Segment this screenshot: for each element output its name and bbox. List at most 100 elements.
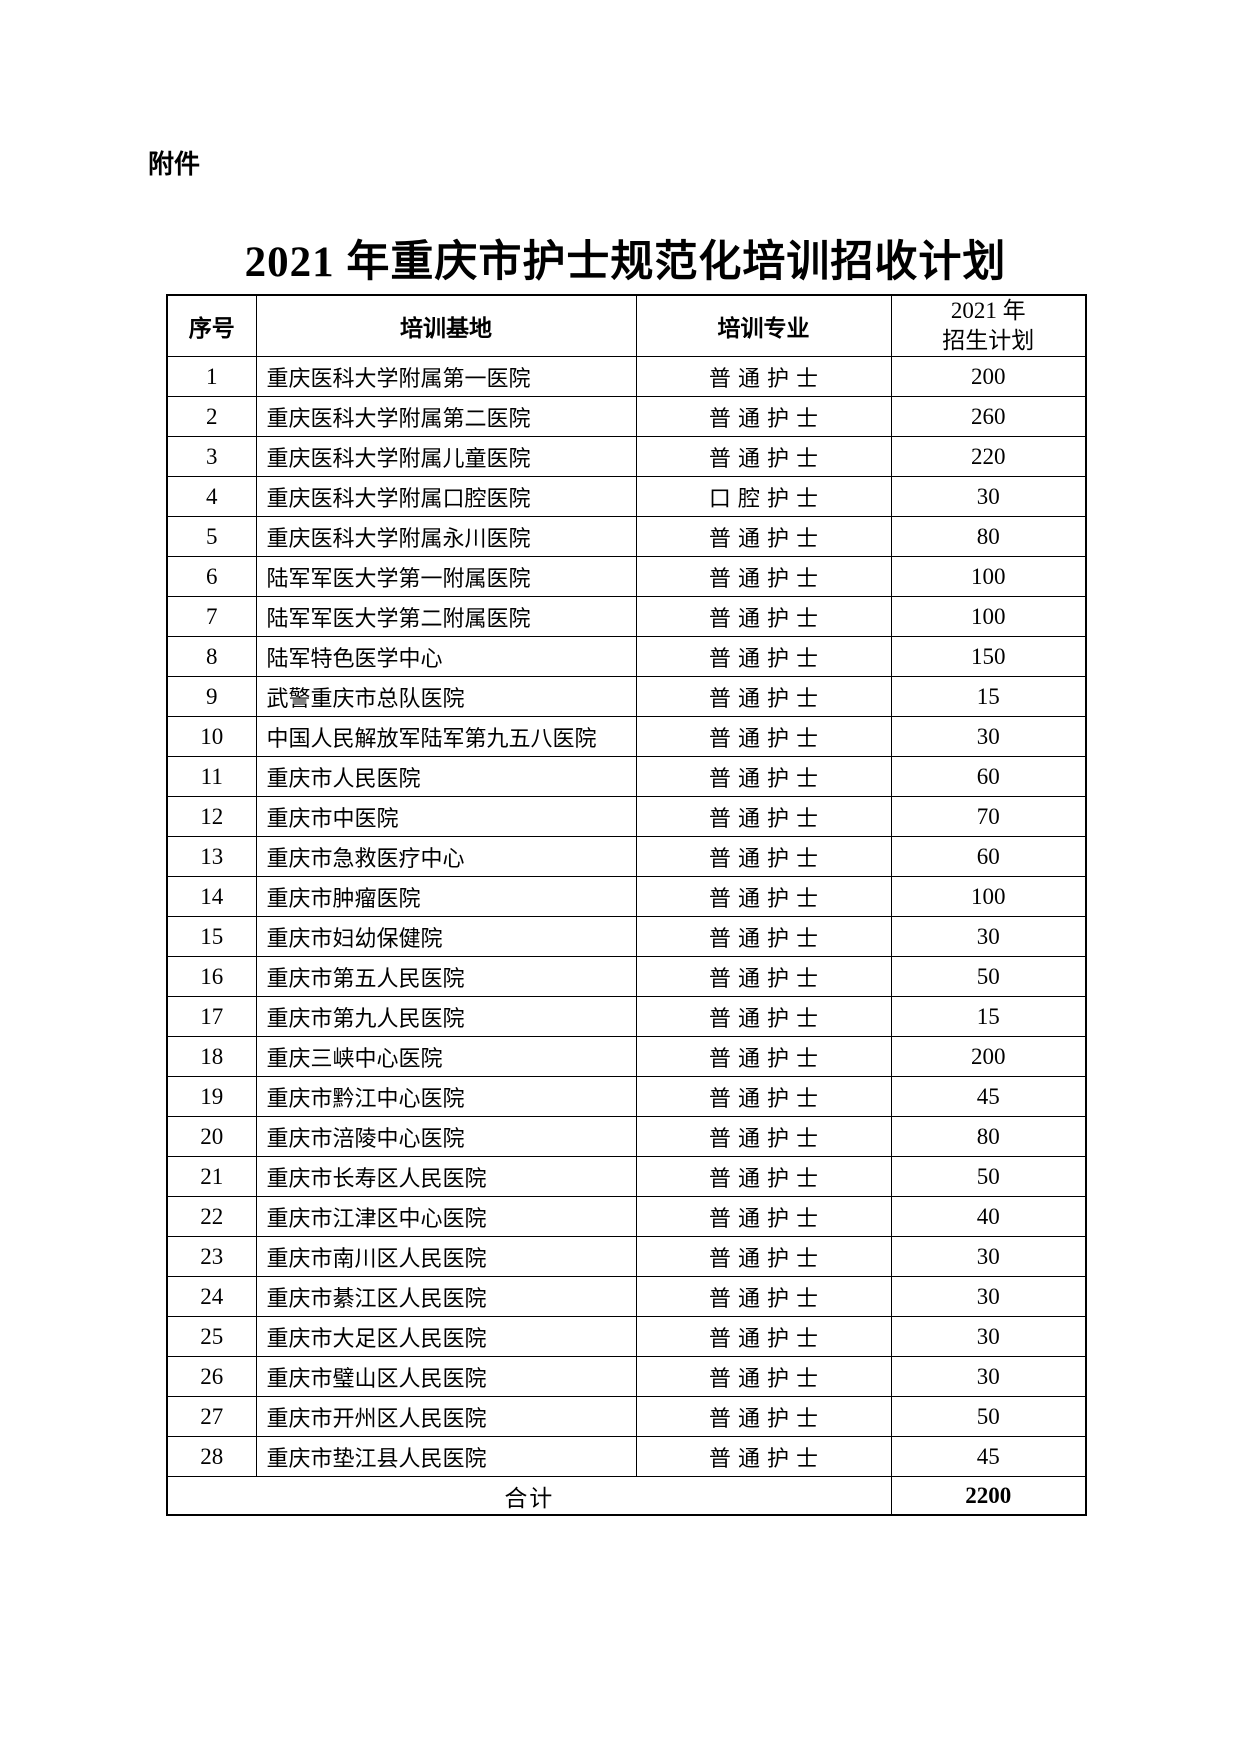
table-row: 8 陆军特色医学中心 普通护士 150 xyxy=(166,636,1087,678)
table-row: 26 重庆市璧山区人民医院 普通护士 30 xyxy=(166,1356,1087,1398)
table-row: 10 中国人民解放军陆军第九五八医院 普通护士 30 xyxy=(166,716,1087,758)
training-base-cell: 重庆市妇幼保健院 xyxy=(255,916,637,958)
table-row: 3 重庆医科大学附属儿童医院 普通护士 220 xyxy=(166,436,1087,478)
enrollment-plan-cell: 200 xyxy=(890,356,1087,398)
serial-number-cell: 21 xyxy=(166,1156,257,1198)
training-specialty-cell: 普通护士 xyxy=(635,836,892,878)
total-row: 合计 2200 xyxy=(166,1476,1087,1516)
training-specialty-cell: 普通护士 xyxy=(635,676,892,718)
training-specialty-cell: 普通护士 xyxy=(635,1036,892,1078)
serial-number-cell: 18 xyxy=(166,1036,257,1078)
training-specialty-cell: 普通护士 xyxy=(635,796,892,838)
training-specialty-cell: 普通护士 xyxy=(635,1116,892,1158)
table-row: 15 重庆市妇幼保健院 普通护士 30 xyxy=(166,916,1087,958)
enrollment-plan-cell: 15 xyxy=(890,676,1087,718)
enrollment-plan-cell: 40 xyxy=(890,1196,1087,1238)
enrollment-plan-cell: 30 xyxy=(890,1276,1087,1318)
training-specialty-cell: 普通护士 xyxy=(635,956,892,998)
table-head: 序号 培训基地 培训专业 2021 年 招生计划 xyxy=(166,294,1087,358)
training-specialty-cell: 普通护士 xyxy=(635,1356,892,1398)
table-row: 14 重庆市肿瘤医院 普通护士 100 xyxy=(166,876,1087,918)
serial-number-cell: 20 xyxy=(166,1116,257,1158)
enrollment-plan-cell: 30 xyxy=(890,1316,1087,1358)
table-row: 9 武警重庆市总队医院 普通护士 15 xyxy=(166,676,1087,718)
serial-number-cell: 7 xyxy=(166,596,257,638)
table-row: 22 重庆市江津区中心医院 普通护士 40 xyxy=(166,1196,1087,1238)
enrollment-plan-cell: 50 xyxy=(890,1396,1087,1438)
table-row: 16 重庆市第五人民医院 普通护士 50 xyxy=(166,956,1087,998)
table-row: 23 重庆市南川区人民医院 普通护士 30 xyxy=(166,1236,1087,1278)
training-specialty-cell: 普通护士 xyxy=(635,436,892,478)
enrollment-plan-cell: 80 xyxy=(890,1116,1087,1158)
table-row: 20 重庆市涪陵中心医院 普通护士 80 xyxy=(166,1116,1087,1158)
serial-number-cell: 25 xyxy=(166,1316,257,1358)
enrollment-plan-cell: 30 xyxy=(890,716,1087,758)
table-header-row: 序号 培训基地 培训专业 2021 年 招生计划 xyxy=(166,294,1087,358)
enrollment-plan-cell: 260 xyxy=(890,396,1087,438)
training-specialty-cell: 普通护士 xyxy=(635,636,892,678)
enrollment-plan-cell: 45 xyxy=(890,1076,1087,1118)
table-row: 6 陆军军医大学第一附属医院 普通护士 100 xyxy=(166,556,1087,598)
training-base-cell: 重庆医科大学附属儿童医院 xyxy=(255,436,637,478)
training-base-cell: 重庆市涪陵中心医院 xyxy=(255,1116,637,1158)
serial-number-cell: 9 xyxy=(166,676,257,718)
training-specialty-cell: 普通护士 xyxy=(635,1236,892,1278)
table-row: 7 陆军军医大学第二附属医院 普通护士 100 xyxy=(166,596,1087,638)
table-row: 12 重庆市中医院 普通护士 70 xyxy=(166,796,1087,838)
serial-number-cell: 28 xyxy=(166,1436,257,1478)
table-row: 25 重庆市大足区人民医院 普通护士 30 xyxy=(166,1316,1087,1358)
table-row: 13 重庆市急救医疗中心 普通护士 60 xyxy=(166,836,1087,878)
training-base-cell: 重庆医科大学附属口腔医院 xyxy=(255,476,637,518)
enrollment-plan-cell: 60 xyxy=(890,836,1087,878)
training-base-cell: 重庆市綦江区人民医院 xyxy=(255,1276,637,1318)
training-base-cell: 重庆市急救医疗中心 xyxy=(255,836,637,878)
enrollment-plan-cell: 30 xyxy=(890,1236,1087,1278)
serial-number-cell: 23 xyxy=(166,1236,257,1278)
enrollment-plan-cell: 100 xyxy=(890,876,1087,918)
training-base-cell: 重庆市黔江中心医院 xyxy=(255,1076,637,1118)
training-base-cell: 陆军特色医学中心 xyxy=(255,636,637,678)
training-specialty-cell: 普通护士 xyxy=(635,876,892,918)
enrollment-plan-cell: 80 xyxy=(890,516,1087,558)
serial-number-cell: 4 xyxy=(166,476,257,518)
training-base-cell: 重庆市人民医院 xyxy=(255,756,637,798)
serial-number-cell: 22 xyxy=(166,1196,257,1238)
training-specialty-cell: 普通护士 xyxy=(635,516,892,558)
serial-number-cell: 12 xyxy=(166,796,257,838)
training-base-cell: 重庆医科大学附属第二医院 xyxy=(255,396,637,438)
enrollment-plan-cell: 50 xyxy=(890,1156,1087,1198)
training-specialty-cell: 普通护士 xyxy=(635,1316,892,1358)
training-specialty-cell: 普通护士 xyxy=(635,596,892,638)
enrollment-plan-header-line1: 2021 年 xyxy=(950,298,1026,324)
training-specialty-cell: 普通护士 xyxy=(635,1276,892,1318)
serial-number-cell: 5 xyxy=(166,516,257,558)
training-base-cell: 重庆市第五人民医院 xyxy=(255,956,637,998)
enrollment-plan-cell: 30 xyxy=(890,476,1087,518)
attachment-label: 附件 xyxy=(148,149,201,179)
serial-number-cell: 19 xyxy=(166,1076,257,1118)
table-row: 17 重庆市第九人民医院 普通护士 15 xyxy=(166,996,1087,1038)
training-specialty-cell: 普通护士 xyxy=(635,556,892,598)
table-row: 2 重庆医科大学附属第二医院 普通护士 260 xyxy=(166,396,1087,438)
training-base-cell: 重庆市璧山区人民医院 xyxy=(255,1356,637,1398)
training-base-cell: 重庆市大足区人民医院 xyxy=(255,1316,637,1358)
enrollment-plan-cell: 220 xyxy=(890,436,1087,478)
training-specialty-cell: 普通护士 xyxy=(635,1396,892,1438)
table-row: 21 重庆市长寿区人民医院 普通护士 50 xyxy=(166,1156,1087,1198)
enrollment-plan-cell: 100 xyxy=(890,596,1087,638)
training-specialty-cell: 普通护士 xyxy=(635,1076,892,1118)
serial-number-cell: 26 xyxy=(166,1356,257,1398)
training-specialty-cell: 口腔护士 xyxy=(635,476,892,518)
training-base-cell: 陆军军医大学第二附属医院 xyxy=(255,596,637,638)
training-base-cell: 重庆市长寿区人民医院 xyxy=(255,1156,637,1198)
training-base-cell: 重庆市垫江县人民医院 xyxy=(255,1436,637,1478)
serial-number-cell: 24 xyxy=(166,1276,257,1318)
training-base-cell: 重庆医科大学附属永川医院 xyxy=(255,516,637,558)
column-header-training-base: 培训基地 xyxy=(255,294,637,358)
training-specialty-cell: 普通护士 xyxy=(635,356,892,398)
training-base-cell: 重庆市第九人民医院 xyxy=(255,996,637,1038)
total-label: 合计 xyxy=(166,1476,892,1516)
training-specialty-cell: 普通护士 xyxy=(635,996,892,1038)
training-base-cell: 重庆市江津区中心医院 xyxy=(255,1196,637,1238)
table-row: 27 重庆市开州区人民医院 普通护士 50 xyxy=(166,1396,1087,1438)
